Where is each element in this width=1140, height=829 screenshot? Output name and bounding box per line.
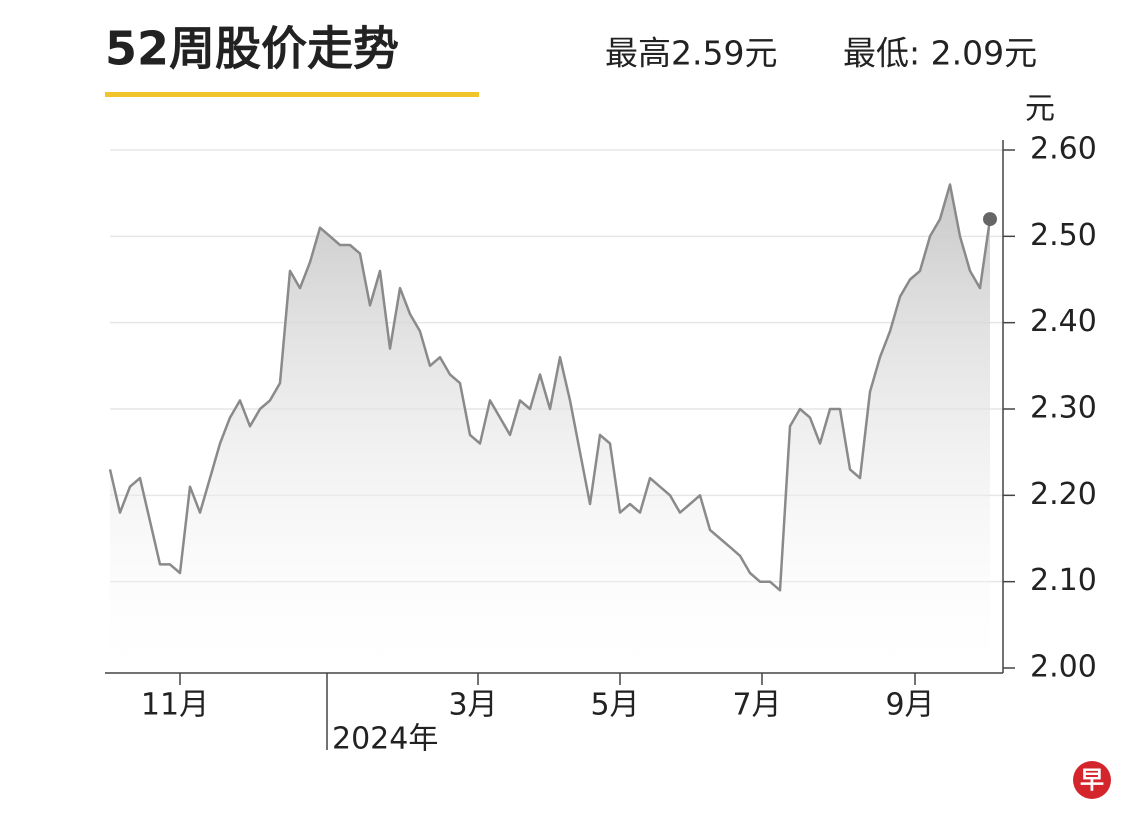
high-annotation: 最高2.59元	[605, 34, 777, 73]
area	[110, 184, 990, 668]
logo-text: 早	[1080, 766, 1104, 794]
price-line	[108, 183, 992, 592]
y-tick-label: 2.20	[1030, 477, 1097, 512]
y-tick-label: 2.30	[1030, 391, 1097, 426]
x-tick-label: 5月	[590, 688, 639, 723]
y-tick-label: 2.40	[1030, 304, 1097, 339]
y-tick-label: 2.10	[1030, 563, 1097, 598]
y-axis-unit: 元	[1025, 92, 1055, 127]
plot-area: 2.00 2.10 2.20 2.30 2.40 2.50 2.60 11月 3月 5月 7月 9月 2…	[105, 132, 1097, 757]
title-underline	[105, 92, 479, 97]
end-dot	[983, 212, 997, 227]
x-tick-label: 3月	[448, 688, 497, 723]
x-tick-label: 9月	[885, 688, 934, 723]
x-tick-label: 11月	[141, 688, 209, 723]
x-tick-label: 7月	[732, 688, 781, 723]
y-tick-label: 2.60	[1030, 132, 1097, 167]
year-label: 2024年	[332, 722, 438, 757]
y-tick-label: 2.50	[1030, 218, 1097, 253]
y-tick-label: 2.00	[1030, 650, 1097, 685]
logo-badge	[1073, 761, 1111, 799]
chart-title: 52周股价走势	[105, 22, 399, 76]
low-annotation: 最低: 2.09元	[843, 34, 1037, 73]
